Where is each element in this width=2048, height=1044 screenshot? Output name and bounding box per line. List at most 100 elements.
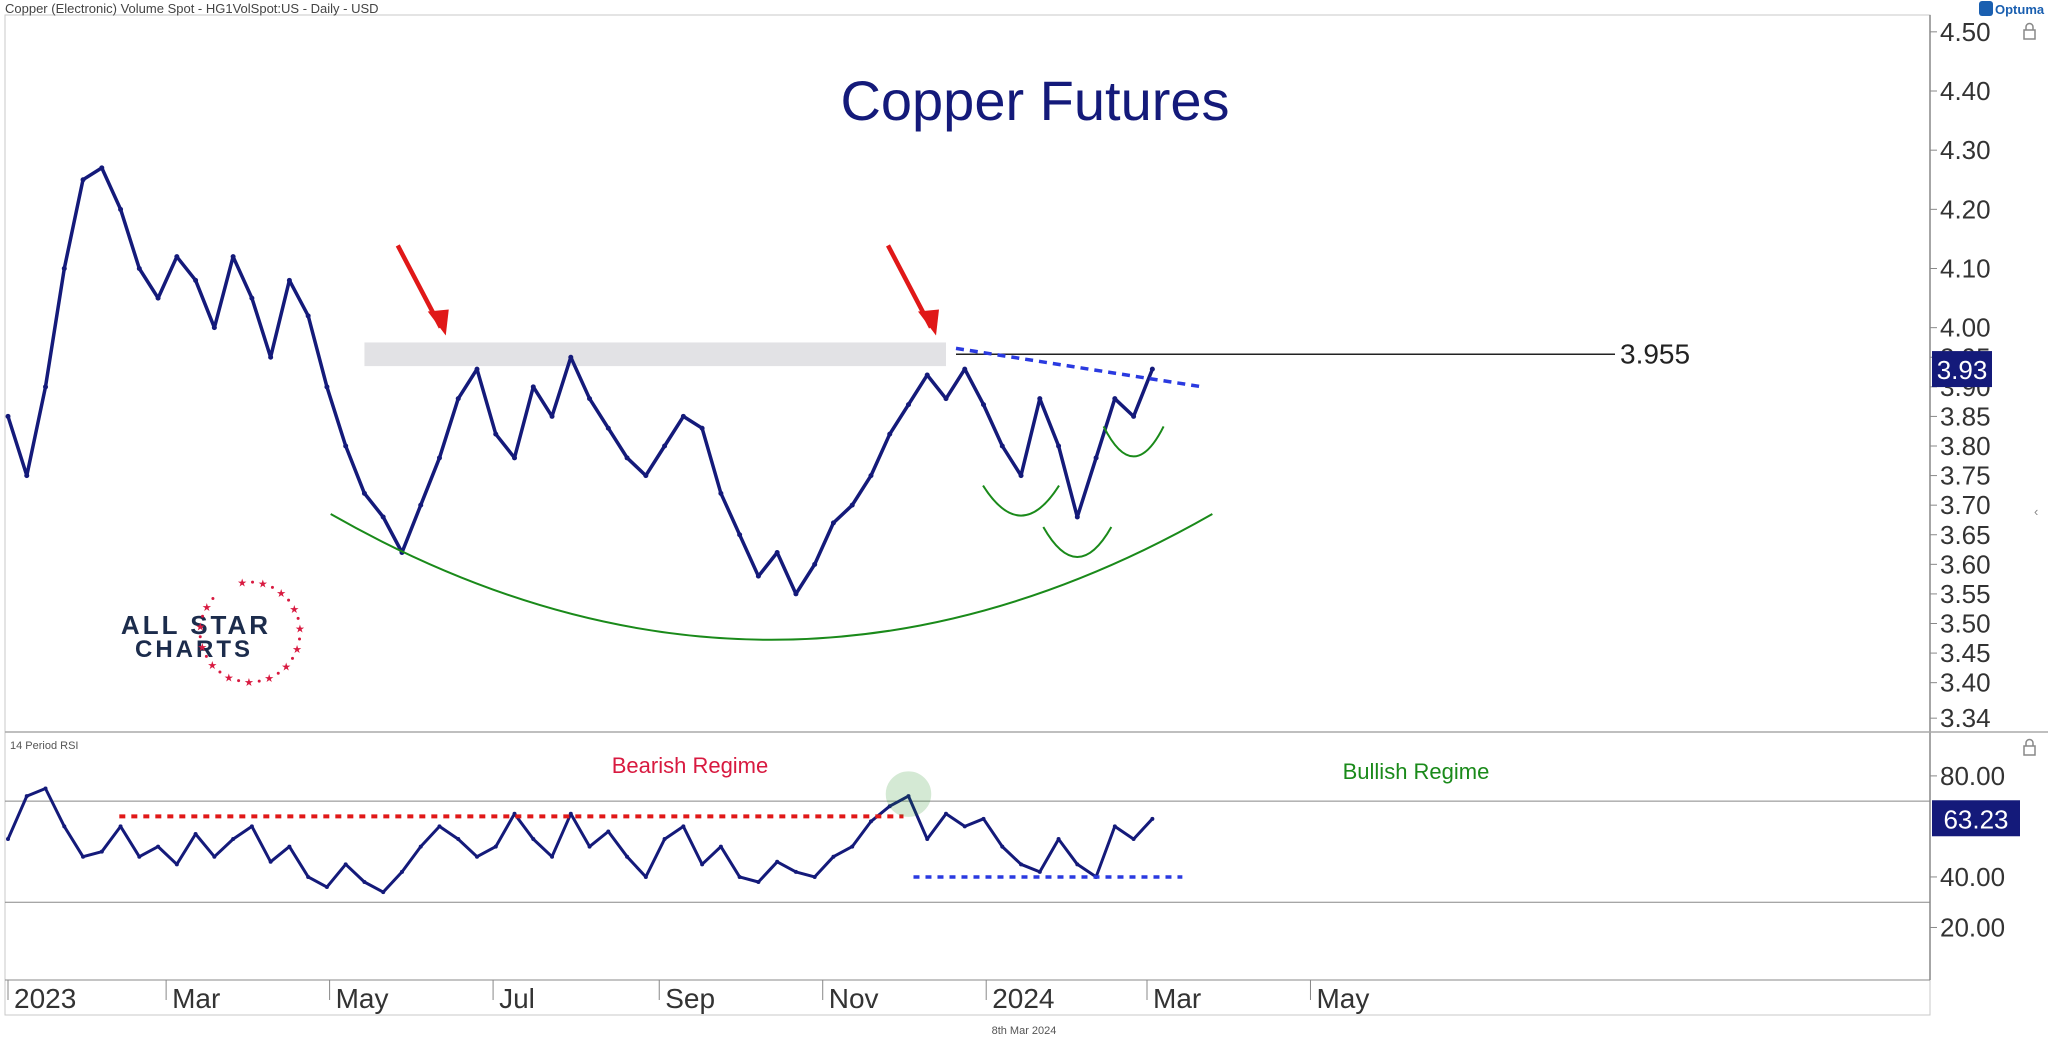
price-point — [43, 384, 49, 390]
logo-dot — [257, 679, 261, 683]
x-tick-label: May — [1316, 983, 1369, 1014]
price-point — [699, 425, 705, 431]
price-point — [24, 473, 30, 479]
rsi-point — [662, 837, 667, 842]
price-point — [568, 354, 574, 360]
logo-star-icon: ★ — [258, 579, 268, 591]
logo-star-icon: ★ — [237, 578, 247, 590]
y-tick-label: 3.75 — [1940, 461, 1991, 491]
rsi-point — [6, 837, 10, 842]
bearish-regime-label: Bearish Regime — [612, 753, 769, 778]
logo-star-icon: ★ — [281, 662, 291, 674]
rsi-point — [418, 844, 423, 849]
rsi-point — [437, 824, 442, 829]
rsi-point — [1112, 824, 1117, 829]
rsi-point — [137, 854, 142, 859]
price-point — [530, 384, 536, 390]
price-point — [943, 396, 949, 402]
rsi-point — [118, 824, 123, 829]
logo-dot — [204, 654, 208, 658]
rsi-point — [324, 885, 329, 890]
rsi-point — [887, 804, 892, 809]
price-point — [830, 520, 836, 526]
x-tick-label: 2024 — [992, 983, 1054, 1014]
price-point — [1131, 413, 1137, 419]
price-point — [981, 402, 987, 408]
rsi-point — [568, 811, 573, 816]
price-point — [605, 425, 611, 431]
logo-star-icon: ★ — [295, 624, 305, 636]
price-point — [887, 431, 893, 437]
rsi-point — [606, 829, 611, 834]
logo-star-icon: ★ — [244, 677, 254, 689]
rsi-point — [1000, 844, 1005, 849]
price-point — [1037, 396, 1043, 402]
price-point — [774, 550, 780, 555]
rsi-point — [868, 819, 873, 824]
rsi-point — [287, 844, 292, 849]
y-tick-label: 3.55 — [1940, 579, 1991, 609]
price-point — [1149, 366, 1155, 372]
rsi-point — [1056, 837, 1061, 842]
y-tick-label: 3.85 — [1940, 401, 1991, 431]
rsi-point — [268, 859, 273, 864]
rsi-point — [81, 854, 86, 859]
rsi-point — [1037, 869, 1042, 874]
price-point — [905, 402, 911, 408]
logo-star-icon: ★ — [224, 672, 234, 684]
logo-star-icon: ★ — [292, 644, 302, 656]
rsi-point — [156, 844, 161, 849]
rsi-point — [718, 844, 723, 849]
price-point — [155, 295, 161, 301]
rsi-point — [643, 874, 648, 879]
footer-date: 8th Mar 2024 — [992, 1025, 1057, 1037]
logo-dot — [296, 616, 300, 620]
rsi-point — [831, 854, 836, 859]
resistance-level-label: 3.955 — [1620, 338, 1690, 369]
y-tick-label: 4.10 — [1940, 254, 1991, 284]
price-point — [249, 295, 255, 301]
price-point — [737, 532, 743, 538]
price-point — [380, 514, 386, 520]
price-point — [793, 591, 799, 597]
lock-icon[interactable] — [2023, 22, 2036, 40]
price-point — [211, 325, 217, 331]
lock-icon[interactable] — [2023, 738, 2036, 756]
rsi-tick-label: 80.00 — [1940, 761, 2005, 791]
logo-dot — [270, 585, 274, 589]
y-tick-label: 3.34 — [1940, 703, 1991, 733]
logo-line-1: ALL STAR — [121, 610, 271, 640]
logo-dot — [211, 596, 215, 600]
price-point — [174, 254, 180, 260]
price-point — [755, 573, 761, 579]
instrument-header: Copper (Electronic) Volume Spot - HG1Vol… — [5, 1, 379, 16]
logo-star-icon: ★ — [197, 642, 207, 654]
y-tick-label: 3.40 — [1940, 668, 1991, 698]
inverse-head-shoulders-left — [982, 485, 1060, 517]
price-point — [512, 455, 518, 461]
rsi-point — [249, 824, 254, 829]
price-point — [999, 443, 1005, 449]
price-point — [61, 266, 67, 271]
price-point — [436, 455, 442, 461]
rsi-point — [775, 859, 780, 864]
all-star-charts-logo: ALL STAR CHARTS ★ ★★★★★★★★★★★★★ — [121, 578, 305, 689]
x-tick-label: 2023 — [14, 983, 76, 1014]
logo-dot — [201, 614, 205, 618]
y-tick-label: 3.70 — [1940, 490, 1991, 520]
rsi-point — [925, 837, 930, 842]
rsi-point — [625, 854, 630, 859]
rsi-point — [587, 844, 592, 849]
logo-star-icon: ★ — [207, 660, 217, 672]
price-point — [324, 384, 330, 390]
rsi-point — [850, 844, 855, 849]
rsi-pane-title: 14 Period RSI — [10, 740, 78, 752]
x-tick-label: Mar — [172, 983, 220, 1014]
rsi-point — [381, 890, 386, 895]
price-point — [343, 443, 349, 449]
collapse-chevron-icon[interactable]: ‹ — [2034, 504, 2038, 519]
price-point — [361, 490, 367, 496]
inverse-head-shoulders-right — [1102, 425, 1165, 458]
logo-dot — [298, 637, 302, 641]
